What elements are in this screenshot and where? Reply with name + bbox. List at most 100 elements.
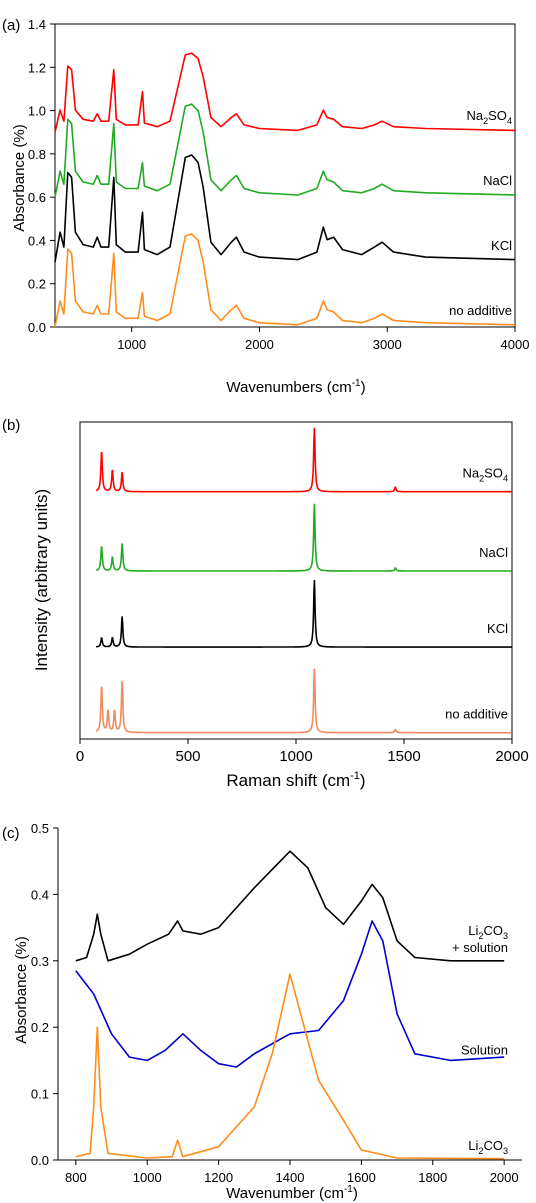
panel-a-series-labels: Na2SO4 NaCl KCl no additive: [449, 108, 512, 318]
series-label-li2co3: Li2CO3: [468, 1138, 508, 1156]
series-label-text: KCl: [491, 238, 512, 253]
y-tick-label: 0.0: [28, 320, 46, 335]
x-tick-label: 2000: [495, 748, 528, 765]
x-tick-label: 4000: [501, 337, 530, 352]
series-label-no-additive: no additive: [449, 303, 512, 318]
series-label-text: KCl: [487, 621, 508, 636]
y-tick-label: 0.6: [28, 190, 46, 205]
panel-b-label: (b): [2, 417, 20, 434]
series-label-na2so4: Na2SO4: [466, 108, 512, 126]
panel-b-frame: [79, 421, 513, 740]
series-label-sub: 4: [503, 474, 508, 484]
series-line-no-additive: [54, 233, 516, 328]
y-tick-label: 0.2: [31, 1020, 49, 1035]
y-tick-label: 0.8: [28, 147, 46, 162]
series-label-sub: 3: [503, 1146, 508, 1156]
series-label-text: Na: [466, 108, 483, 123]
panel-a-ylabel: Absorbance (%): [11, 124, 28, 232]
x-tick-label: 500: [175, 748, 200, 765]
panel-b-ylabel: Intensity (arbitrary units): [32, 489, 51, 671]
y-tick-label: 0.3: [31, 954, 49, 969]
panel-b-ticks: 0 500 1000 1500 2000: [76, 739, 529, 765]
series-label-text: SO: [484, 466, 503, 481]
series-line-no-additive: [95, 668, 513, 734]
series-label-text: Na: [462, 466, 479, 481]
y-tick-label: 1.2: [28, 60, 46, 75]
x-tick-label: 1000: [117, 337, 146, 352]
series-label-nacl: NaCl: [483, 173, 512, 188]
y-tick-label: 0.0: [31, 1153, 49, 1168]
panel-c-series: [75, 850, 505, 1160]
series-label-text: Li: [468, 923, 478, 938]
series-label-line2: + solution: [452, 940, 508, 955]
x-tick-label: 2000: [245, 337, 274, 352]
series-line-li2co3-plus-solution: [75, 850, 505, 962]
y-tick-label: 1.0: [28, 104, 46, 119]
x-tick-label: 800: [65, 1170, 87, 1185]
series-label-sub: 2: [483, 116, 488, 126]
x-tick-label: 1500: [387, 748, 420, 765]
series-line-nacl: [95, 503, 513, 572]
x-tick-label: 2000: [490, 1170, 519, 1185]
panel-b-series-labels: Na2SO4 NaCl KCl no additive: [445, 466, 508, 722]
series-line-li2co3: [75, 973, 505, 1160]
series-label-text: no additive: [449, 303, 512, 318]
panel-a-chart: (a) Absorbance (%) Wavenumbers (cm-1) 10…: [2, 17, 529, 396]
panel-c-label: (c): [2, 825, 20, 842]
series-label-sub: 2: [479, 474, 484, 484]
series-label-sub: 2: [478, 1146, 483, 1156]
series-line-nacl: [54, 103, 516, 198]
series-label-li2co3-+-solution: Li2CO3: [468, 923, 508, 941]
series-label-kcl: KCl: [487, 621, 508, 636]
x-tick-label: 1000: [279, 748, 312, 765]
series-label-sub: 3: [503, 931, 508, 941]
panel-a-ticks: 1000 2000 3000 4000 0.0 0.2 0.4 0.6 0.8 1.0 1.2 1.4: [28, 17, 530, 352]
series-label-nacl: NaCl: [479, 545, 508, 560]
series-label-text: CO: [483, 923, 503, 938]
panel-b-series: [95, 427, 513, 734]
series-label-text: no additive: [445, 707, 508, 722]
series-label-text: CO: [483, 1138, 503, 1153]
series-label-text: Solution: [461, 1042, 508, 1057]
series-label-na2so4: Na2SO4: [462, 466, 508, 484]
panel-c-ylabel: Absorbance (%): [13, 936, 30, 1044]
y-tick-label: 1.4: [28, 17, 46, 32]
panel-a-series: [54, 52, 516, 328]
y-tick-label: 0.4: [31, 887, 49, 902]
panel-b-xlabel: Raman shift (cm-1): [226, 770, 365, 790]
panel-a-label: (a): [2, 17, 20, 34]
x-tick-label: 1400: [276, 1170, 305, 1185]
series-label-text: NaCl: [483, 173, 512, 188]
x-tick-label: 1800: [418, 1170, 447, 1185]
series-label-text: Li: [468, 1138, 478, 1153]
y-tick-label: 0.4: [28, 233, 46, 248]
panel-c-xlabel: Wavenumber (cm-1): [226, 1184, 358, 1202]
x-tick-label: 1600: [347, 1170, 376, 1185]
series-line-solution: [75, 920, 505, 1068]
x-tick-label: 3000: [373, 337, 402, 352]
series-line-na2so4: [95, 427, 513, 493]
panel-c-ticks: 800 1000 1200 1400 1600 1800 2000 0.0 0.1 0.2 0.3 0…: [31, 821, 519, 1185]
y-tick-label: 0.1: [31, 1087, 49, 1102]
series-label-solution: Solution: [461, 1042, 508, 1057]
x-tick-label: 0: [76, 748, 84, 765]
y-tick-label: 0.2: [28, 277, 46, 292]
panel-c-chart: (c) Absorbance (%) Wavenumber (cm-1) 800…: [2, 821, 522, 1202]
series-line-kcl: [54, 154, 516, 263]
x-tick-label: 1000: [133, 1170, 162, 1185]
series-label-kcl: KCl: [491, 238, 512, 253]
panel-b-chart: (b) Intensity (arbitrary units) Raman sh…: [2, 417, 529, 790]
series-label-text: SO: [488, 108, 507, 123]
series-line-kcl: [95, 579, 513, 648]
series-label-no-additive: no additive: [445, 707, 508, 722]
panel-c-axes: [57, 828, 522, 1161]
x-tick-label: 1200: [204, 1170, 233, 1185]
series-line-na2so4: [54, 52, 516, 133]
panel-a-xlabel: Wavenumbers (cm-1): [226, 378, 365, 396]
panel-a-frame: [54, 23, 516, 328]
series-label-text: NaCl: [479, 545, 508, 560]
y-tick-label: 0.5: [31, 821, 49, 836]
series-label-sub: 2: [478, 931, 483, 941]
series-label-sub: 4: [507, 116, 512, 126]
